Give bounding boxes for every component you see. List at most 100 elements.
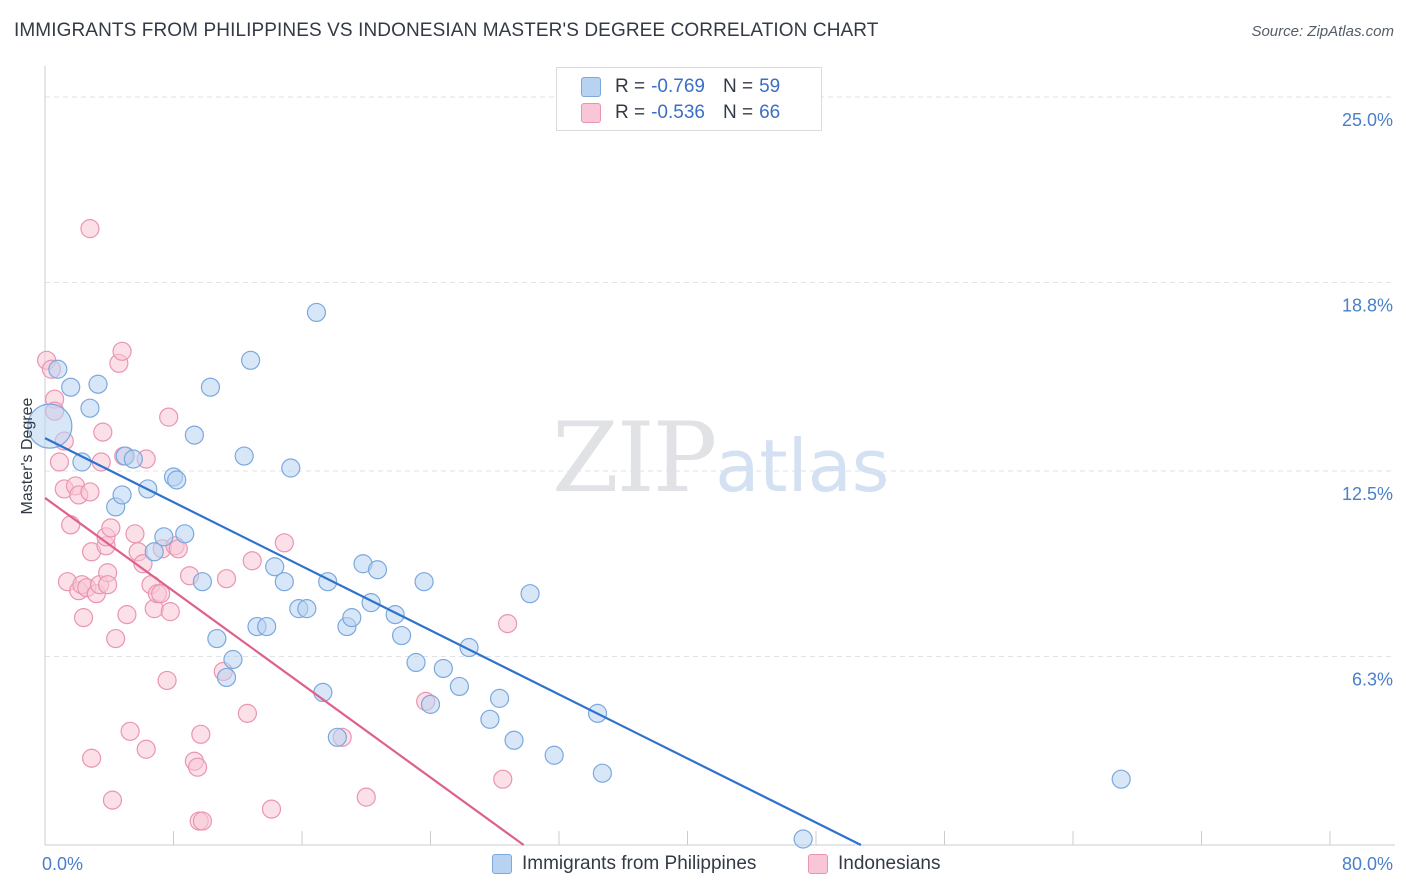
point-philippines — [234, 446, 254, 466]
n-label: N = — [722, 102, 754, 123]
point-indonesians — [81, 748, 102, 768]
point-indonesians — [157, 670, 177, 691]
point-indonesians — [125, 524, 145, 544]
n-value: 66 — [759, 102, 781, 123]
point-indonesians — [117, 605, 137, 625]
trendline-philippines — [44, 437, 862, 846]
point-philippines — [200, 377, 221, 397]
point-indonesians — [216, 569, 237, 589]
point-indonesians — [261, 799, 282, 819]
point-philippines — [449, 676, 470, 697]
point-philippines — [489, 688, 510, 708]
point-philippines — [342, 608, 362, 628]
point-philippines — [406, 652, 426, 673]
point-indonesians — [49, 452, 70, 472]
point-philippines — [175, 524, 195, 544]
point-indonesians — [493, 769, 513, 789]
point-philippines — [265, 557, 285, 577]
point-philippines — [391, 625, 412, 646]
point-indonesians — [120, 721, 140, 741]
trendline-indonesians — [44, 497, 525, 846]
y-tick-label: 25.0% — [1342, 110, 1393, 130]
stats-legend: R = -0.769 N = 59 R = -0.536 N = 66 — [556, 67, 822, 131]
point-philippines — [544, 745, 564, 765]
x-tick-label: 0.0% — [42, 854, 83, 874]
grid-layer — [45, 96, 1395, 658]
swatch-indonesians — [581, 103, 601, 123]
point-philippines — [793, 829, 813, 849]
point-philippines — [367, 560, 388, 580]
point-philippines — [241, 350, 261, 370]
point-philippines — [48, 359, 68, 379]
point-philippines — [167, 470, 187, 490]
point-indonesians — [93, 422, 113, 442]
point-philippines — [61, 377, 81, 397]
point-philippines — [216, 667, 237, 688]
y-tick-label: 6.3% — [1352, 670, 1393, 690]
point-indonesians — [73, 608, 94, 628]
point-philippines — [80, 398, 100, 418]
n-label: N = — [722, 76, 754, 97]
point-indonesians — [187, 757, 208, 777]
point-philippines — [88, 374, 108, 394]
point-indonesians — [101, 518, 121, 538]
point-indonesians — [159, 407, 179, 427]
point-indonesians — [192, 811, 213, 831]
r-label: R = — [615, 76, 646, 97]
point-philippines — [480, 709, 500, 729]
point-philippines — [257, 616, 277, 637]
point-indonesians — [356, 787, 376, 807]
point-philippines — [520, 584, 540, 604]
label-layer: 6.3% 12.5% 18.8% 25.0% 0.0% 80.0% Master's Deg… — [19, 110, 1393, 874]
legend-swatch-philippines — [492, 854, 512, 874]
point-indonesians — [136, 739, 156, 759]
point-indonesians — [112, 341, 132, 361]
point-philippines — [207, 628, 227, 649]
point-indonesians — [102, 790, 123, 810]
point-indonesians — [106, 628, 126, 649]
point-philippines — [274, 572, 294, 592]
point-philippines — [592, 763, 612, 783]
point-philippines — [123, 449, 143, 469]
point-indonesians — [242, 551, 262, 571]
swatch-philippines — [581, 77, 601, 97]
point-indonesians — [80, 482, 100, 502]
legend-label-indonesians: Indonesians — [838, 853, 941, 874]
r-label: R = — [615, 102, 646, 123]
y-tick-label: 18.8% — [1342, 296, 1393, 316]
legend-label-philippines: Immigrants from Philippines — [522, 853, 757, 874]
point-philippines — [385, 605, 405, 625]
stats-row-indonesians: R = -0.536 N = 66 — [581, 102, 780, 124]
points-layer — [27, 219, 1131, 849]
axis-layer — [44, 66, 1395, 846]
point-philippines — [1111, 769, 1131, 789]
point-philippines — [27, 403, 73, 449]
point-indonesians — [237, 703, 257, 723]
x-tick-label: 80.0% — [1342, 854, 1393, 874]
point-indonesians — [274, 533, 294, 553]
point-philippines — [223, 649, 243, 670]
point-philippines — [192, 572, 213, 592]
point-philippines — [306, 302, 327, 323]
r-value: -0.769 — [651, 76, 705, 97]
y-tick-label: 12.5% — [1342, 484, 1393, 504]
source-label: Source: ZipAtlas.com — [1251, 23, 1394, 40]
point-philippines — [414, 572, 434, 592]
point-philippines — [327, 727, 347, 747]
point-philippines — [433, 658, 453, 679]
point-indonesians — [98, 575, 118, 595]
n-value: 59 — [759, 76, 781, 97]
point-philippines — [144, 542, 164, 562]
legend-item-philippines[interactable]: Immigrants from Philippines — [492, 852, 756, 876]
point-indonesians — [80, 219, 100, 239]
watermark-atlas: atlas — [715, 424, 890, 508]
point-philippines — [504, 730, 524, 750]
r-value: -0.536 — [651, 102, 705, 123]
point-indonesians — [160, 602, 180, 622]
y-axis-label: Master's Degree — [19, 397, 36, 514]
legend-swatch-indonesians — [808, 854, 828, 874]
legend-item-indonesians[interactable]: Indonesians — [808, 852, 940, 876]
point-indonesians — [191, 724, 211, 744]
point-philippines — [112, 485, 132, 505]
